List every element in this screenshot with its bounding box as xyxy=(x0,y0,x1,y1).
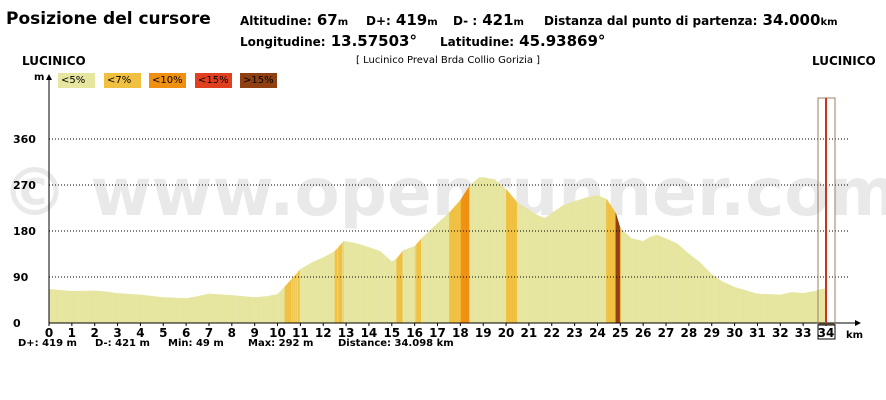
longitude-label: Longitudine: xyxy=(240,35,326,49)
dplus-value: 419 xyxy=(395,11,428,29)
altitude-unit: m xyxy=(337,17,349,28)
x-tick-label: 12 xyxy=(315,326,332,340)
end-location: LUCINICO xyxy=(812,54,876,68)
legend-item-lt5: <5% xyxy=(58,73,95,88)
x-tick-label: 14 xyxy=(361,326,378,340)
x-tick-label: 21 xyxy=(521,326,538,340)
legend-label: <7% xyxy=(107,75,132,86)
x-tick-label: 27 xyxy=(658,326,675,340)
altitude-label: Altitudine: xyxy=(240,14,312,28)
x-tick-label: 29 xyxy=(703,326,720,340)
x-tick-label: 22 xyxy=(543,326,560,340)
legend-item-lt10: <10% xyxy=(149,73,186,88)
x-tick-label: 0 xyxy=(45,326,53,340)
stat-max: Max: 292 m xyxy=(248,338,314,349)
legend-label: <10% xyxy=(152,75,183,86)
x-tick-label: 4 xyxy=(136,326,144,340)
x-tick-label: 6 xyxy=(182,326,190,340)
dplus-readout: D+: 419m xyxy=(366,10,438,29)
elevation-area xyxy=(48,177,827,324)
altitude-value: 67 xyxy=(316,11,338,29)
y-tick-label: 360 xyxy=(13,133,36,146)
stat-dminus: D-: 421 m xyxy=(95,338,150,349)
legend-item-gt15: >15% xyxy=(240,73,277,88)
legend-item-lt15: <15% xyxy=(195,73,232,88)
stat-distance: Distance: 34.098 km xyxy=(338,338,454,349)
x-tick-label: 9 xyxy=(250,326,258,340)
x-axis-label: km xyxy=(846,330,863,341)
x-tick-label: 16 xyxy=(406,326,423,340)
distance-label: Distanza dal punto di partenza: xyxy=(544,14,758,28)
page-title: Posizione del cursore xyxy=(6,9,211,29)
x-tick-label: 28 xyxy=(681,326,698,340)
latitude-readout: Latitudine: 45.93869° xyxy=(440,31,605,50)
y-axis-label: m xyxy=(34,72,44,83)
x-tick-label: 34 xyxy=(818,326,835,340)
distance-unit: km xyxy=(820,17,838,28)
dplus-label: D+: xyxy=(366,14,391,28)
y-tick-label: 90 xyxy=(13,271,29,284)
x-tick-label: 25 xyxy=(612,326,629,340)
x-tick-label: 1 xyxy=(68,326,76,340)
y-tick-label: 0 xyxy=(13,317,21,330)
distance-value: 34.000 xyxy=(762,11,821,29)
route-subtitle: [ Lucinico Preval Brda Collio Gorizia ] xyxy=(356,55,541,66)
stat-min: Min: 49 m xyxy=(168,338,224,349)
legend-label: <5% xyxy=(61,75,86,86)
cursor-tick-box xyxy=(817,324,836,340)
dminus-readout: D- : 421m xyxy=(453,10,524,29)
stat-dplus: D+: 419 m xyxy=(18,338,77,349)
latitude-value: 45.93869° xyxy=(519,32,606,50)
dminus-unit: m xyxy=(513,17,524,28)
dplus-unit: m xyxy=(427,17,438,28)
x-tick-label: 23 xyxy=(566,326,583,340)
x-axis-arrow xyxy=(855,320,861,326)
y-tick-label: 180 xyxy=(13,225,36,238)
x-tick-label: 7 xyxy=(205,326,213,340)
x-tick-label: 11 xyxy=(292,326,309,340)
x-tick-label: 17 xyxy=(429,326,446,340)
altitude-readout: Altitudine: 67m xyxy=(240,10,348,29)
x-tick-label: 19 xyxy=(475,326,492,340)
y-tick-label: 270 xyxy=(13,179,36,192)
dminus-value: 421 xyxy=(482,11,514,29)
dminus-label: D- : xyxy=(453,14,478,28)
x-tick-label: 13 xyxy=(338,326,355,340)
x-tick-label: 3 xyxy=(113,326,121,340)
y-axis-arrow xyxy=(46,74,52,80)
x-tick-label: 20 xyxy=(498,326,515,340)
legend-item-lt7: <7% xyxy=(104,73,141,88)
legend-label: >15% xyxy=(243,75,274,86)
x-tick-label: 15 xyxy=(383,326,400,340)
x-tick-label: 2 xyxy=(91,326,99,340)
x-tick-label: 10 xyxy=(269,326,286,340)
longitude-value: 13.57503° xyxy=(330,32,417,50)
x-tick-label: 30 xyxy=(726,326,743,340)
x-tick-label: 31 xyxy=(749,326,766,340)
latitude-label: Latitudine: xyxy=(440,35,515,49)
distance-readout: Distanza dal punto di partenza: 34.000km xyxy=(544,10,838,29)
cursor-marker[interactable] xyxy=(817,97,836,340)
legend-label: <15% xyxy=(198,75,229,86)
x-tick-label: 8 xyxy=(228,326,236,340)
x-tick-label: 32 xyxy=(772,326,789,340)
start-location: LUCINICO xyxy=(22,54,86,68)
x-tick-label: 18 xyxy=(452,326,469,340)
x-tick-label: 33 xyxy=(795,326,812,340)
longitude-readout: Longitudine: 13.57503° xyxy=(240,31,417,50)
x-tick-label: 26 xyxy=(635,326,652,340)
x-tick-label: 24 xyxy=(589,326,606,340)
x-tick-label: 5 xyxy=(159,326,167,340)
